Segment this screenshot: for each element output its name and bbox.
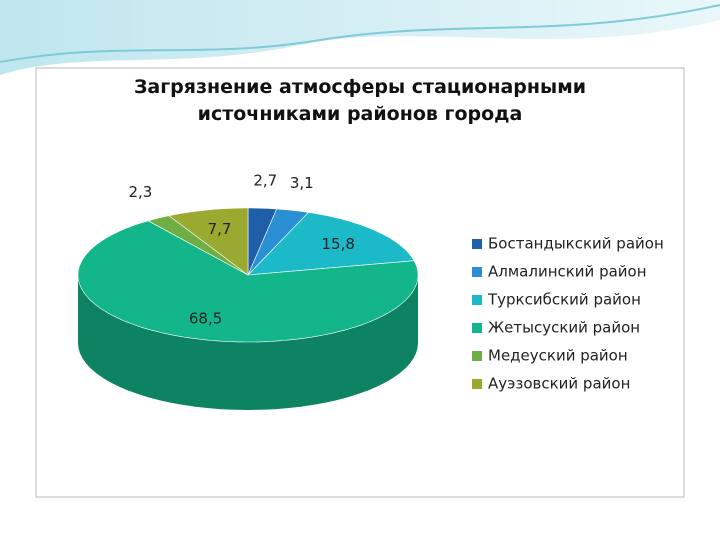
legend-swatch xyxy=(472,351,482,361)
data-label: 7,7 xyxy=(208,220,232,238)
legend-label: Турксибский район xyxy=(487,291,641,309)
slice xyxy=(247,208,310,276)
slice xyxy=(147,215,249,276)
data-label: 68,5 xyxy=(189,309,222,327)
legend-swatch xyxy=(472,239,482,249)
chart-frame xyxy=(35,67,685,498)
data-label: 3,1 xyxy=(290,174,314,192)
decor-wave xyxy=(0,0,720,75)
decor-line xyxy=(0,4,720,63)
legend-label: Медеуский район xyxy=(488,347,628,365)
slice xyxy=(247,212,415,276)
data-label: 2,7 xyxy=(253,171,277,189)
legend-label: Алмалинский район xyxy=(488,263,647,281)
legend-label: Бостандыкский район xyxy=(488,235,664,253)
slice-side xyxy=(78,275,418,410)
legend-swatch xyxy=(472,323,482,333)
legend-label: Жетысуский район xyxy=(488,319,640,337)
slice xyxy=(168,207,249,276)
legend-swatch xyxy=(472,379,482,389)
data-label: 15,8 xyxy=(321,235,354,253)
legend-label: Ауэзовский район xyxy=(488,375,630,393)
data-label: 2,3 xyxy=(128,183,152,201)
legend-swatch xyxy=(472,295,482,305)
slice xyxy=(77,220,419,343)
legend-swatch xyxy=(472,267,482,277)
chart-title: Загрязнение атмосферы стационарными исто… xyxy=(133,76,587,125)
